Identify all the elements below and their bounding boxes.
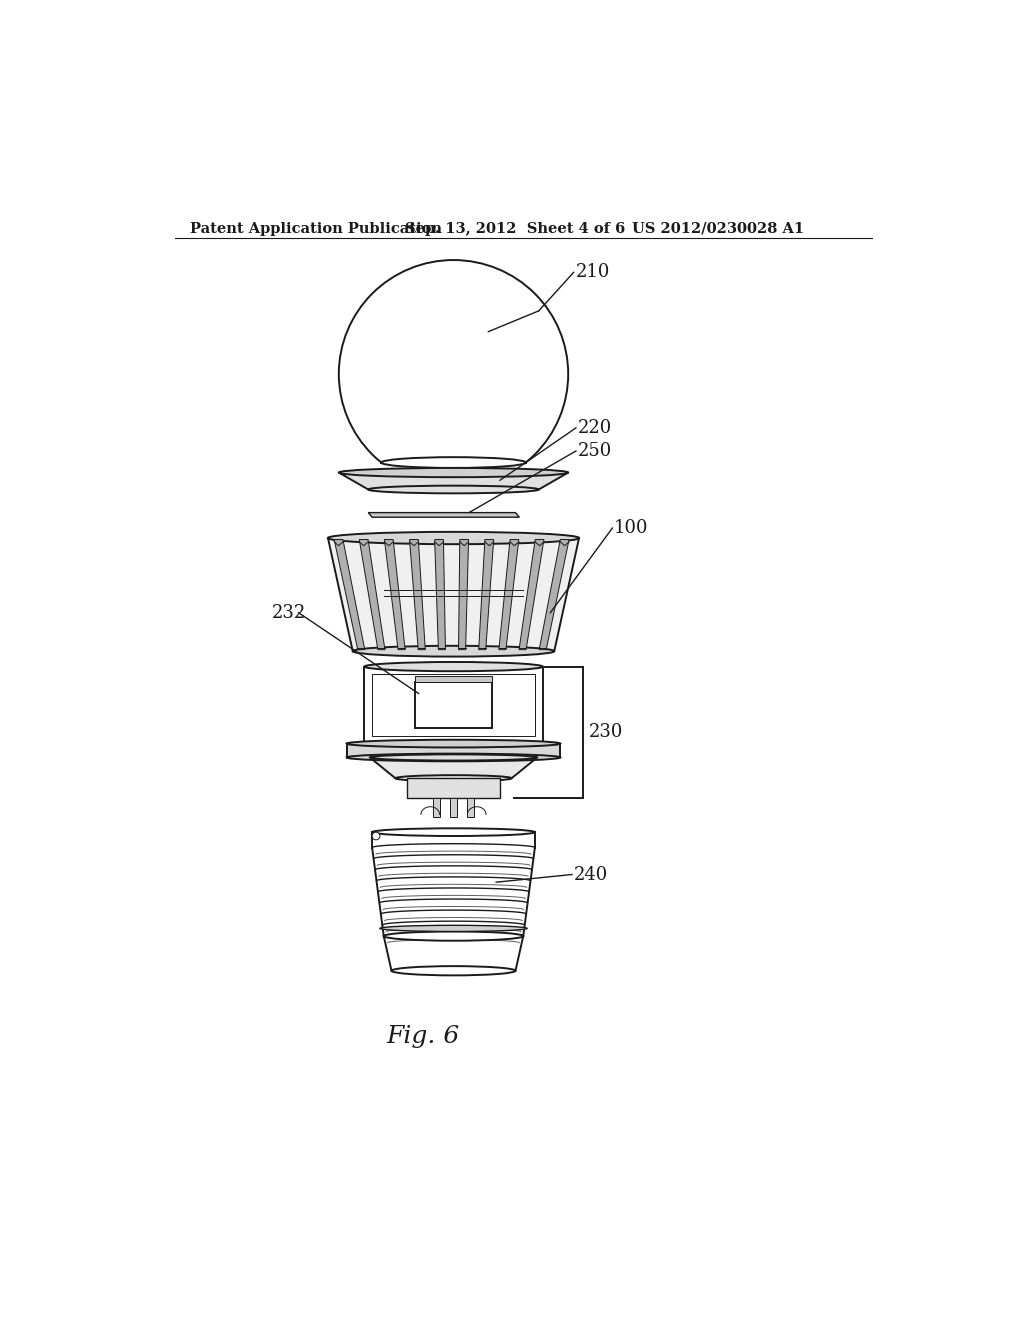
Polygon shape [328, 539, 579, 651]
Ellipse shape [381, 457, 525, 469]
Ellipse shape [372, 829, 535, 836]
Bar [467, 797, 474, 817]
Polygon shape [519, 540, 544, 649]
Text: 232: 232 [271, 603, 305, 622]
Text: 230: 230 [589, 723, 624, 741]
Bar [346, 743, 560, 758]
Polygon shape [372, 847, 535, 936]
Ellipse shape [380, 925, 527, 932]
Polygon shape [410, 540, 425, 649]
Polygon shape [339, 473, 568, 490]
Ellipse shape [346, 739, 560, 747]
Text: Fig. 6: Fig. 6 [386, 1024, 459, 1048]
Bar [415, 676, 493, 682]
Ellipse shape [328, 532, 579, 544]
Text: 220: 220 [578, 418, 611, 437]
Ellipse shape [391, 966, 515, 975]
Bar [372, 675, 535, 737]
Text: 240: 240 [573, 866, 608, 883]
Polygon shape [359, 540, 385, 649]
Polygon shape [384, 936, 523, 970]
Text: Patent Application Publication: Patent Application Publication [190, 222, 442, 235]
Ellipse shape [365, 663, 543, 672]
Ellipse shape [339, 469, 568, 478]
Circle shape [339, 260, 568, 488]
Polygon shape [434, 540, 445, 649]
Bar [372, 832, 535, 847]
Bar [365, 667, 543, 743]
Polygon shape [540, 540, 569, 649]
Polygon shape [499, 540, 519, 649]
Polygon shape [370, 758, 538, 779]
Bar [432, 797, 440, 817]
Polygon shape [334, 540, 365, 649]
Bar [415, 682, 493, 729]
Circle shape [372, 832, 380, 840]
Text: Sep. 13, 2012  Sheet 4 of 6: Sep. 13, 2012 Sheet 4 of 6 [406, 222, 626, 235]
Polygon shape [459, 540, 469, 649]
Ellipse shape [395, 775, 512, 781]
Ellipse shape [346, 754, 560, 762]
Text: 250: 250 [578, 442, 611, 459]
Bar [450, 797, 458, 817]
Text: 210: 210 [575, 264, 610, 281]
Text: 100: 100 [614, 519, 648, 537]
Polygon shape [384, 540, 406, 649]
Bar [335, 462, 572, 1175]
Polygon shape [369, 512, 519, 517]
Bar [407, 779, 500, 797]
Ellipse shape [384, 932, 523, 941]
Ellipse shape [370, 755, 538, 760]
Text: US 2012/0230028 A1: US 2012/0230028 A1 [632, 222, 804, 235]
Ellipse shape [369, 486, 539, 494]
Ellipse shape [352, 645, 554, 656]
Polygon shape [478, 540, 494, 649]
